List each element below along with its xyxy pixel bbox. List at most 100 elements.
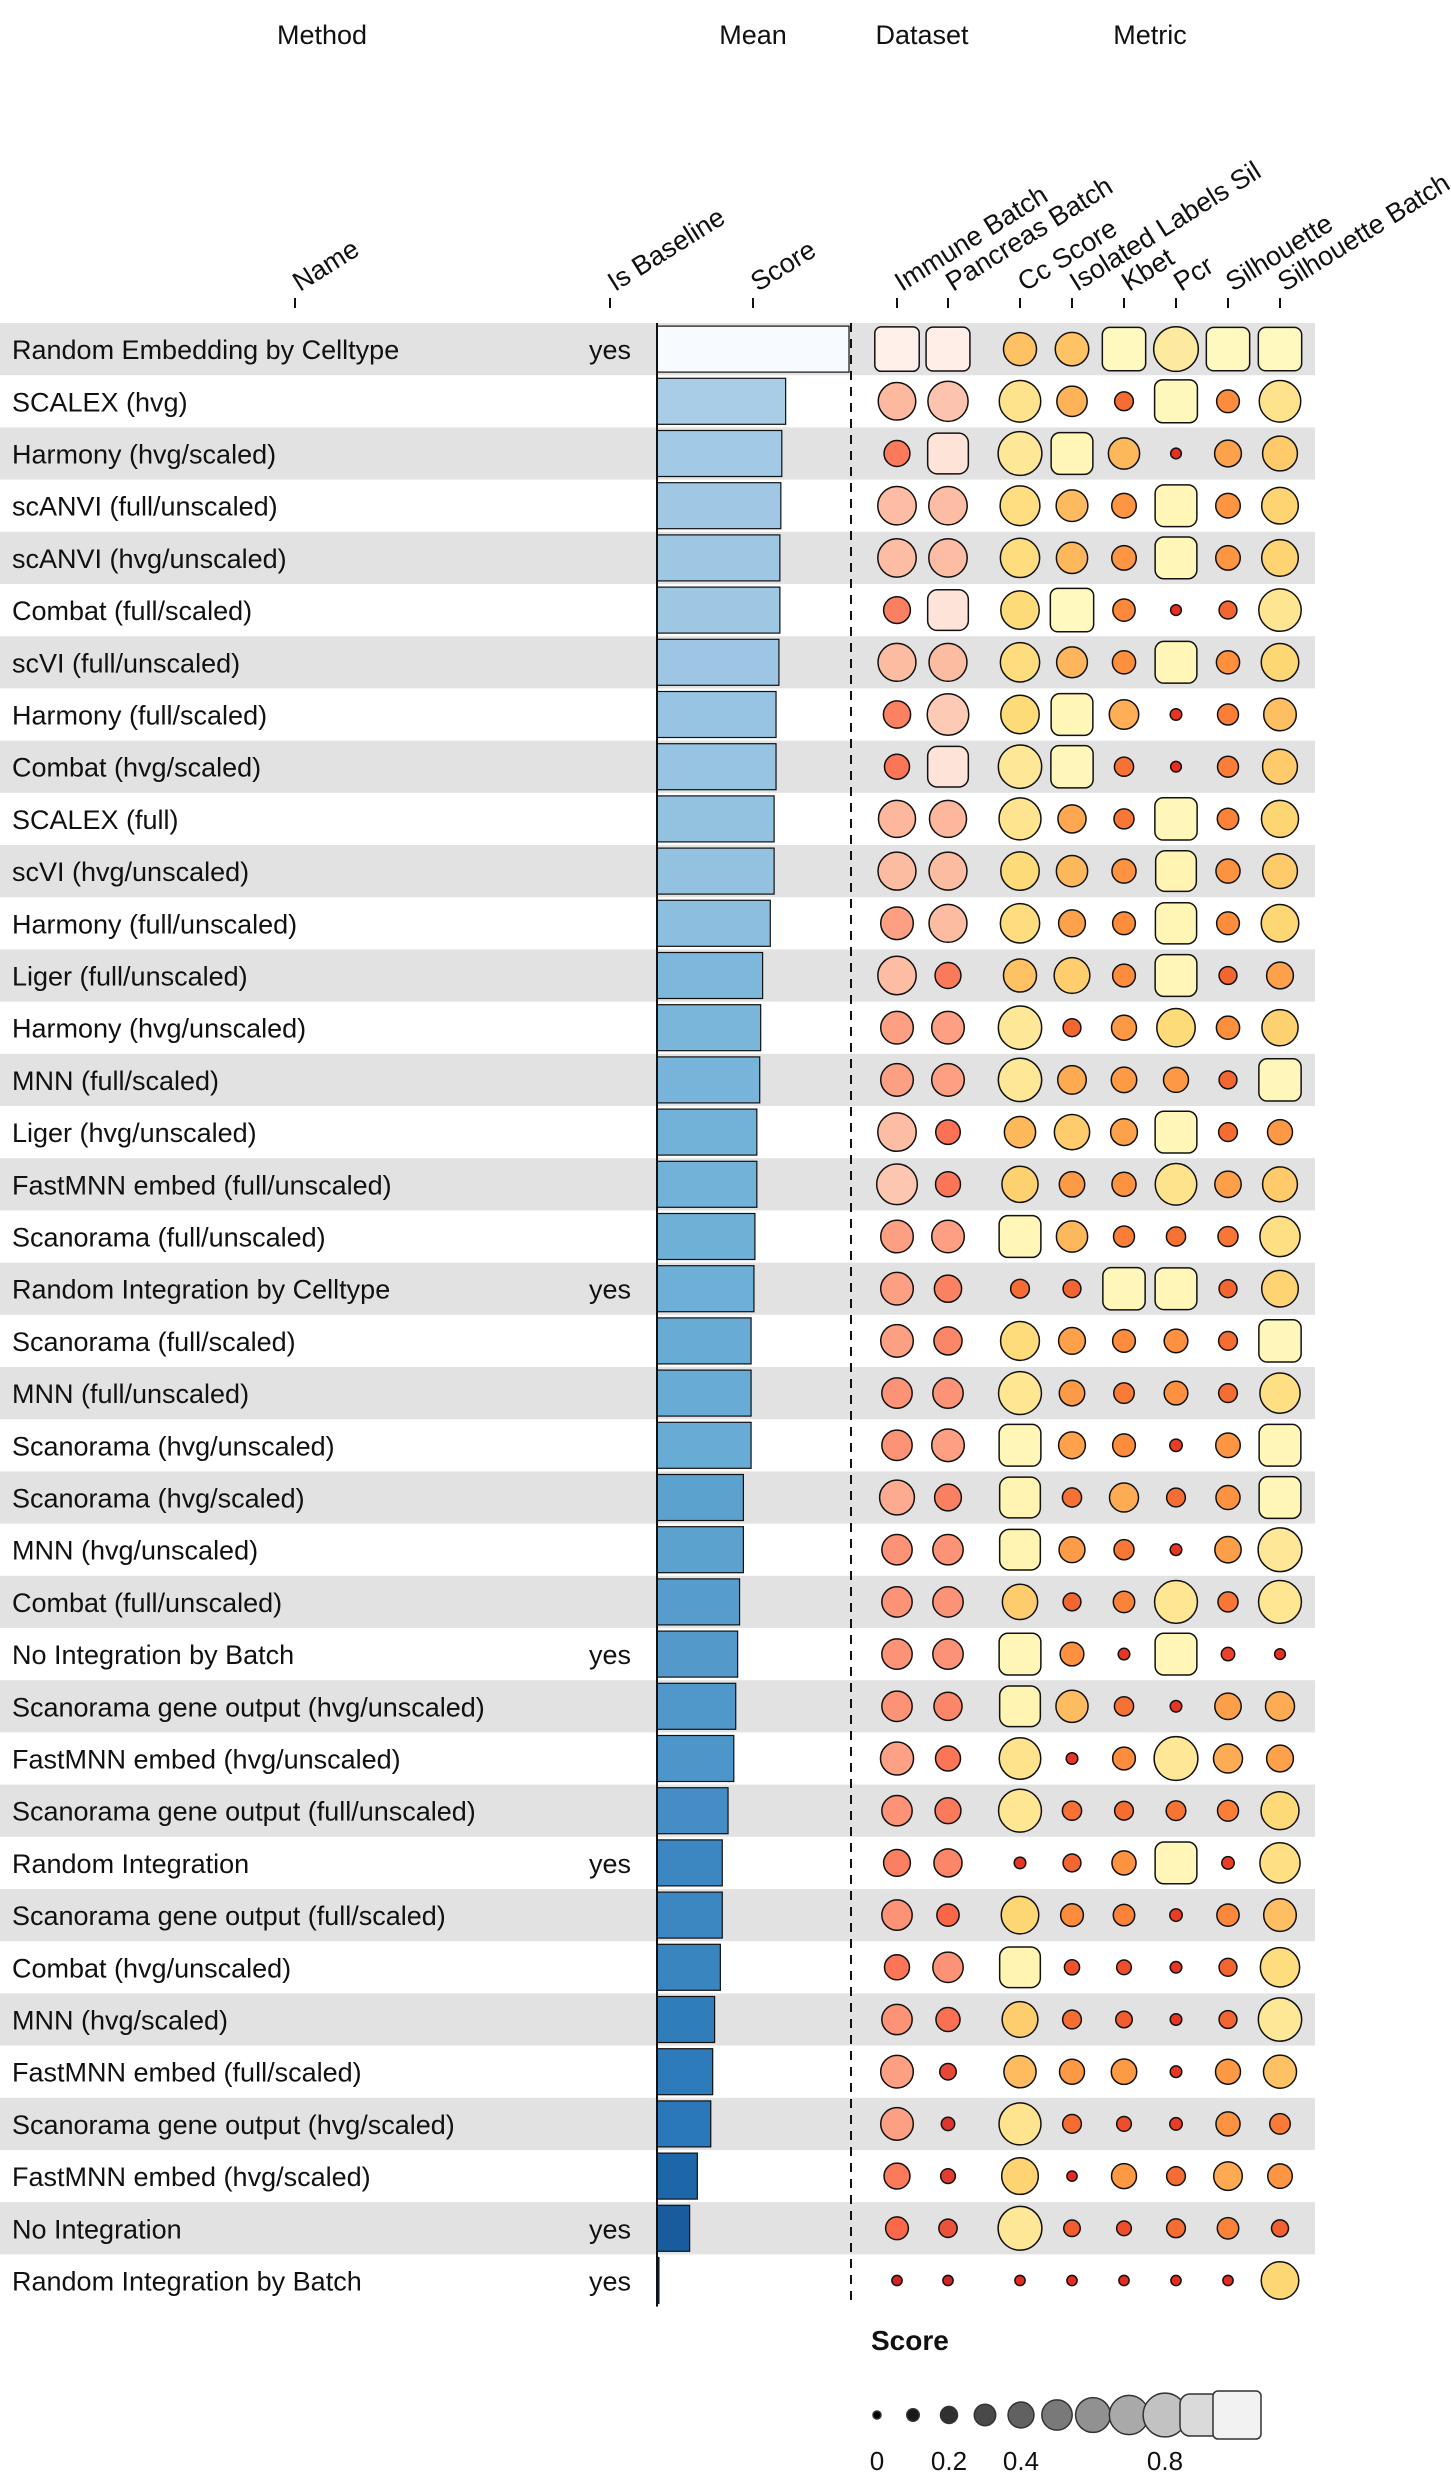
baseline-label: yes bbox=[589, 1849, 631, 1879]
metric-cell bbox=[999, 1320, 1041, 1362]
metric-cell bbox=[998, 1946, 1042, 1989]
metric-cell bbox=[1216, 1903, 1240, 1928]
metric-cell bbox=[1154, 901, 1198, 945]
dataset-cell bbox=[930, 1219, 966, 1254]
metric-cell bbox=[1154, 850, 1198, 893]
dataset-cell bbox=[932, 1585, 964, 1618]
metric-cell bbox=[1055, 646, 1089, 679]
legend-title: Score bbox=[871, 2325, 949, 2356]
legend-swatch bbox=[872, 2410, 882, 2420]
dataset-cell bbox=[877, 851, 917, 891]
dataset-cell bbox=[883, 2162, 911, 2190]
dataset-cell bbox=[935, 2006, 961, 2033]
dataset-cell bbox=[883, 439, 911, 468]
dataset-cell bbox=[879, 906, 915, 941]
dataset-cell bbox=[881, 1690, 913, 1723]
method-name: Scanorama (hvg/unscaled) bbox=[12, 1431, 335, 1461]
metric-cell bbox=[1009, 1278, 1031, 1299]
group-header-metric: Metric bbox=[1113, 20, 1187, 50]
score-bar bbox=[656, 482, 782, 530]
metric-cell bbox=[999, 641, 1041, 683]
metric-cell bbox=[1059, 1641, 1085, 1667]
metric-cell bbox=[1259, 1946, 1301, 1988]
metric-cell bbox=[1112, 1590, 1136, 1614]
metric-cell bbox=[1259, 1372, 1301, 1414]
metric-cell bbox=[1215, 389, 1241, 414]
metric-cell bbox=[1055, 1689, 1089, 1724]
metric-cell bbox=[1062, 1279, 1082, 1299]
metric-cell bbox=[1169, 1543, 1183, 1557]
metric-cell bbox=[1165, 1226, 1187, 1247]
metric-cell bbox=[1215, 858, 1241, 884]
dataset-cell bbox=[933, 1483, 963, 1512]
metric-cell bbox=[1214, 544, 1242, 571]
method-name: Combat (hvg/scaled) bbox=[12, 753, 261, 783]
baseline-label: yes bbox=[589, 1640, 631, 1670]
metric-cell bbox=[1002, 331, 1038, 367]
metric-cell bbox=[1169, 604, 1183, 617]
baseline-labels: yes yes yes yes yes yes bbox=[589, 335, 631, 2296]
guide-lines bbox=[656, 323, 852, 2307]
metric-cell bbox=[1261, 1008, 1299, 1047]
metric-cell bbox=[1261, 748, 1299, 785]
metric-cell bbox=[1222, 2274, 1234, 2287]
method-name: Random Integration by Batch bbox=[12, 2267, 362, 2297]
method-name: Harmony (full/scaled) bbox=[12, 701, 267, 731]
dataset-cell bbox=[932, 1377, 964, 1410]
metric-cell bbox=[1216, 1799, 1240, 1822]
group-header-method: Method bbox=[277, 20, 367, 50]
metric-cell bbox=[1154, 1162, 1198, 1206]
dataset-cell bbox=[881, 1377, 913, 1410]
metric-cell bbox=[1270, 2219, 1290, 2238]
metric-cell bbox=[998, 379, 1042, 423]
metric-cell bbox=[1154, 1841, 1198, 1885]
legend-tick-label: 0.4 bbox=[1003, 2446, 1039, 2476]
dataset-cell bbox=[879, 1010, 915, 1045]
column-label-is-baseline: Is Baseline bbox=[602, 202, 730, 297]
metric-cell bbox=[1113, 756, 1135, 778]
metric-cell bbox=[1109, 1117, 1139, 1147]
metric-cell bbox=[1215, 911, 1241, 936]
metric-cell bbox=[1115, 1959, 1133, 1976]
method-name: scVI (full/unscaled) bbox=[12, 648, 240, 678]
dataset-cell bbox=[938, 2218, 958, 2239]
metric-cell bbox=[1260, 799, 1300, 839]
metric-cell bbox=[1261, 852, 1299, 890]
metric-cell bbox=[1061, 2113, 1083, 2135]
metric-cell bbox=[1115, 2010, 1133, 2029]
legend-swatch bbox=[1041, 2399, 1073, 2431]
score-bar bbox=[656, 1682, 737, 1730]
dataset-cell bbox=[933, 1691, 963, 1722]
metric-cell bbox=[998, 2102, 1042, 2146]
metric-cell bbox=[1154, 536, 1198, 580]
metric-cell bbox=[1056, 1064, 1088, 1095]
metric-cell bbox=[1262, 697, 1298, 732]
legend-swatch bbox=[1212, 2390, 1262, 2440]
metric-cell bbox=[1162, 1066, 1190, 1094]
method-name: FastMNN embed (hvg/unscaled) bbox=[12, 1745, 401, 1775]
method-name: FastMNN embed (full/unscaled) bbox=[12, 1170, 392, 1200]
metric-cell bbox=[1261, 435, 1299, 472]
metric-cell bbox=[1107, 437, 1141, 470]
metric-cell bbox=[997, 1057, 1043, 1103]
method-name: Liger (full/unscaled) bbox=[12, 962, 248, 992]
metric-cell bbox=[1217, 1382, 1239, 1404]
score-bar bbox=[656, 1160, 758, 1208]
metric-cell bbox=[1165, 1800, 1187, 1822]
dataset-cell bbox=[928, 642, 968, 683]
metric-cell bbox=[1059, 1902, 1085, 1928]
method-name: Harmony (hvg/unscaled) bbox=[12, 1014, 306, 1044]
metric-cell bbox=[1053, 1113, 1091, 1151]
dataset-cell bbox=[928, 799, 968, 839]
metric-cell bbox=[1273, 1648, 1287, 1661]
dataset-cell bbox=[879, 2054, 915, 2089]
metric-cell bbox=[1215, 1484, 1241, 1511]
score-bar bbox=[656, 1630, 739, 1678]
method-name: Scanorama gene output (hvg/unscaled) bbox=[12, 1692, 485, 1722]
dataset-cell bbox=[933, 1326, 963, 1356]
metric-cell bbox=[1218, 1279, 1238, 1299]
metric-cell bbox=[997, 1370, 1043, 1416]
score-bar bbox=[656, 586, 781, 634]
metric-cell bbox=[1217, 1121, 1239, 1143]
